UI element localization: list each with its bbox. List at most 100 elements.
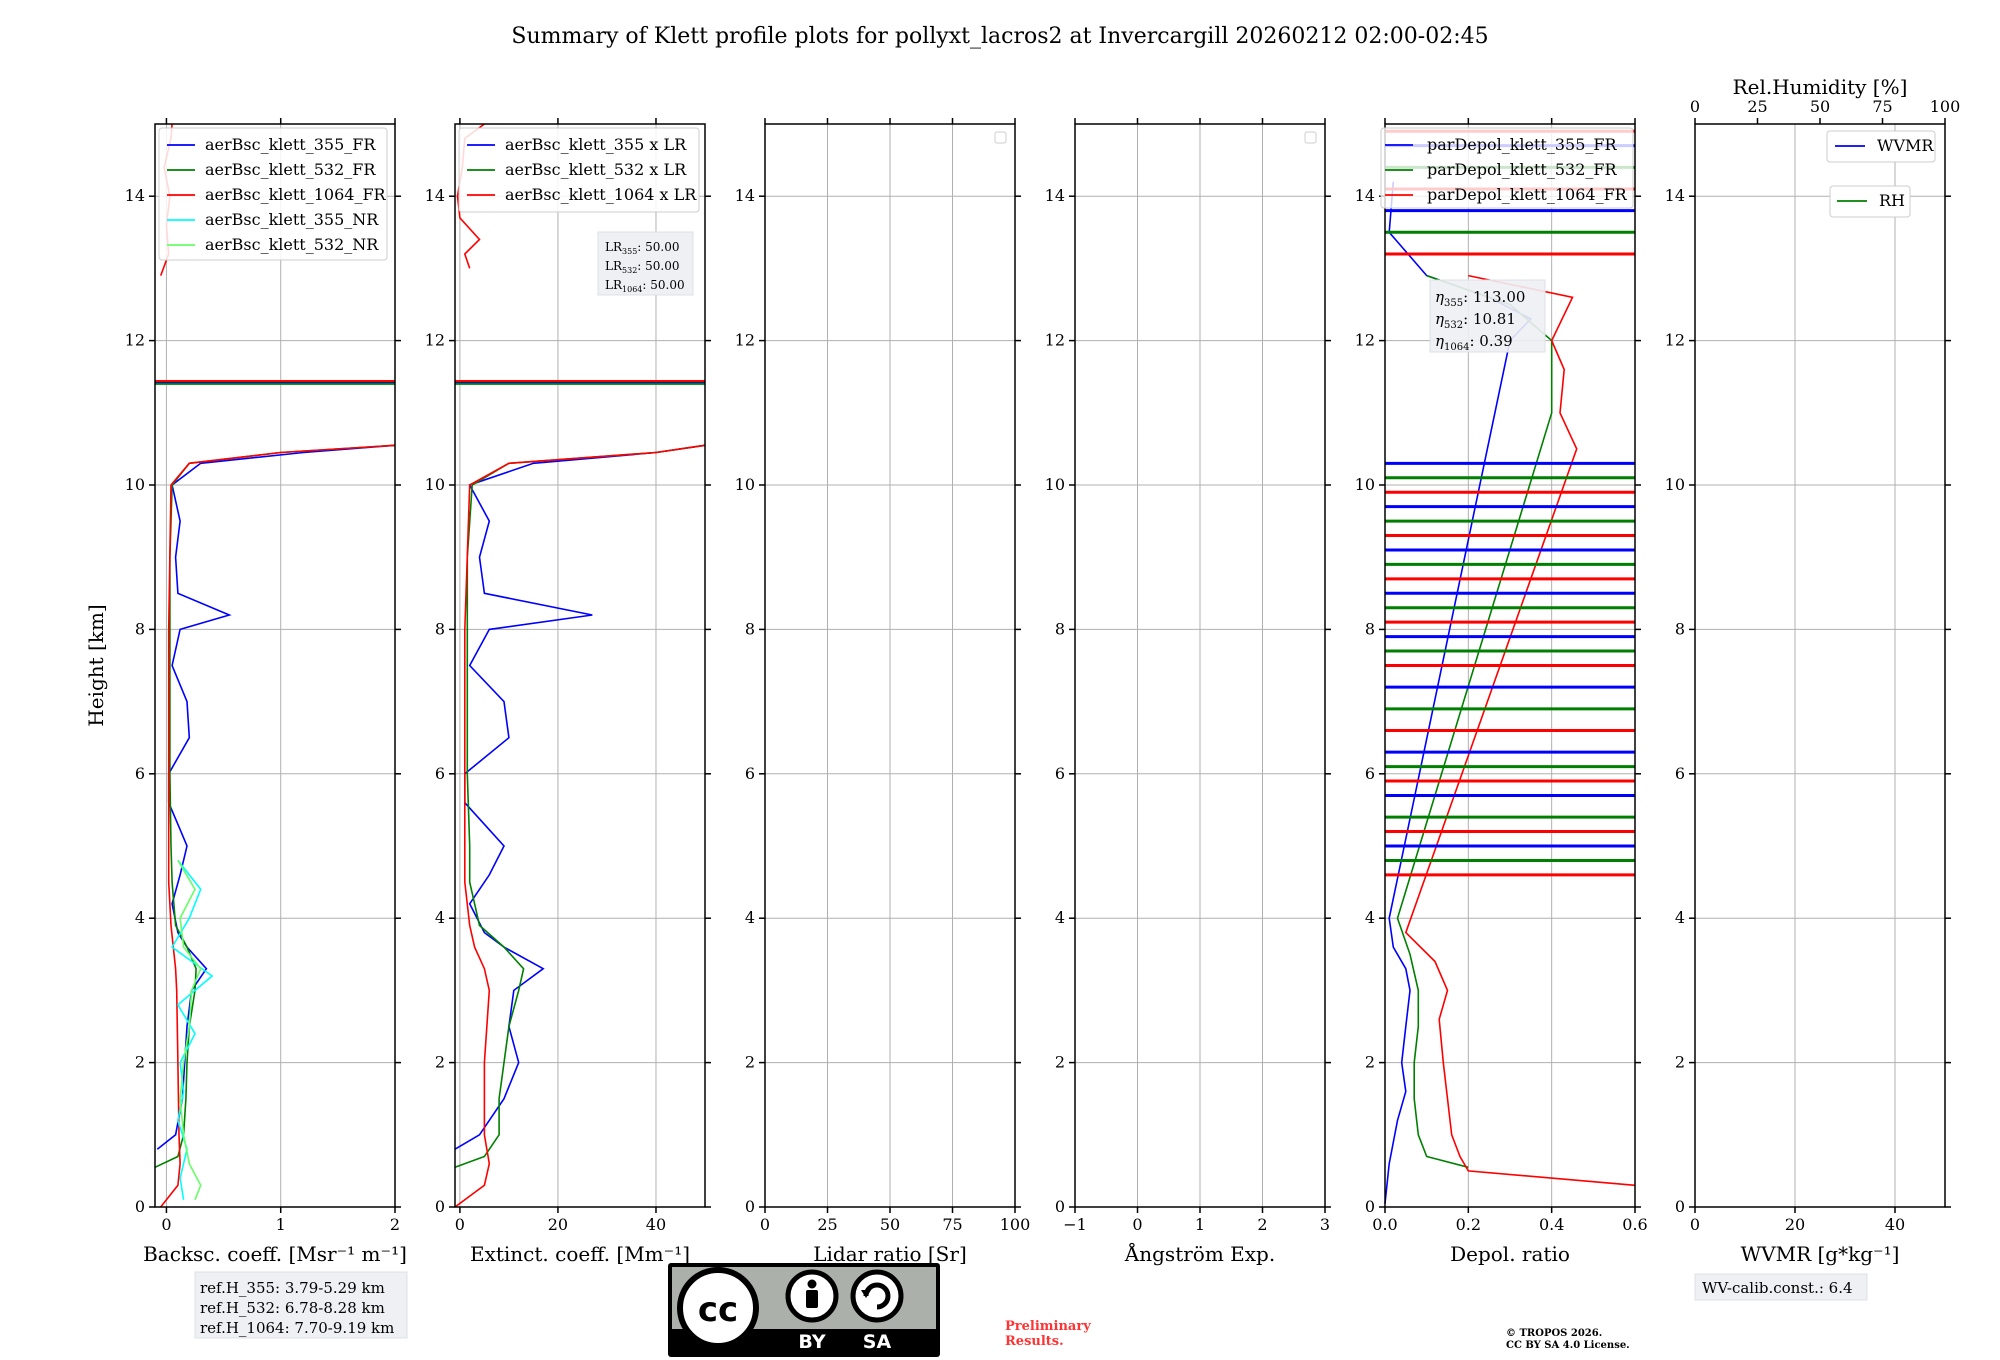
- ytick-label: 12: [125, 331, 145, 350]
- legend-label: aerBsc_klett_1064_FR: [205, 185, 387, 204]
- legend: WVMR RH: [1826, 130, 1936, 218]
- xtick-label: 3: [1320, 1215, 1330, 1234]
- series-line: [454, 444, 706, 1208]
- xtick-label: 20: [548, 1215, 568, 1234]
- legend-label: aerBsc_klett_355_NR: [205, 210, 379, 229]
- series-line: [177, 859, 202, 1201]
- depol-noise-stripes: [1385, 129, 1635, 877]
- legend-label: parDepol_klett_532_FR: [1427, 160, 1618, 179]
- top-xtick-label: 100: [1930, 97, 1961, 116]
- ytick-label: 14: [1045, 186, 1065, 205]
- legend: aerBsc_klett_355 x LR aerBsc_klett_532 x …: [458, 127, 700, 296]
- xtick-label: 25: [817, 1215, 837, 1234]
- lr-box: [597, 231, 694, 296]
- wv-calib-box: WV-calib.const.: 6.4: [1694, 1273, 1868, 1301]
- axes-frame: [1384, 123, 1636, 1208]
- legend-label: parDepol_klett_355_FR: [1427, 135, 1618, 154]
- ytick-label: 8: [135, 619, 145, 638]
- empty-legend: [994, 131, 1007, 144]
- ytick-label: 14: [735, 186, 755, 205]
- empty-legend: [1304, 131, 1317, 144]
- ytick-label: 10: [425, 475, 445, 494]
- eta-text: η355: 113.00: [1435, 288, 1525, 309]
- xtick-label: 0: [1690, 1215, 1700, 1234]
- preliminary-line1: Preliminary: [1005, 1319, 1091, 1334]
- lr-text: LR1064: 50.00: [605, 278, 685, 294]
- ytick-label: 2: [1675, 1053, 1685, 1072]
- top-xtick-label: 25: [1747, 97, 1767, 116]
- ytick-label: 8: [435, 619, 445, 638]
- legend: aerBsc_klett_355_FR aerBsc_klett_532_FRae…: [158, 127, 388, 261]
- sa-share-icon: [850, 1269, 904, 1323]
- series-line: [1404, 274, 1636, 1187]
- ytick-label: 8: [745, 619, 755, 638]
- ytick-label: 14: [1355, 186, 1375, 205]
- axes-frame: [454, 123, 706, 1208]
- ytick-label: 4: [435, 908, 445, 927]
- cc-logo-icon: [677, 1267, 759, 1349]
- xtick-label: 0.6: [1622, 1215, 1647, 1234]
- axes-depol: 0.0 0.2 0.4 0.6 0 2 4 6 8 10 12 14 Depol. ratio parDe…: [1355, 118, 1648, 1266]
- by-label: BY: [798, 1331, 825, 1353]
- cc-logo-text: cc: [698, 1290, 738, 1330]
- ytick-label: 2: [1365, 1053, 1375, 1072]
- lr-text: LR355: 50.00: [605, 240, 680, 256]
- xtick-label: 100: [1000, 1215, 1031, 1234]
- ytick-label: 4: [1675, 908, 1685, 927]
- ytick-label: 2: [435, 1053, 445, 1072]
- wv-calib-text: WV-calib.const.: 6.4: [1702, 1279, 1853, 1297]
- legend-label: aerBsc_klett_355_FR: [205, 135, 376, 154]
- legend-label: aerBsc_klett_532_NR: [205, 235, 379, 254]
- ytick-label: 0: [745, 1197, 755, 1216]
- ytick-label: 10: [1045, 475, 1065, 494]
- xtick-label: 40: [646, 1215, 666, 1234]
- xtick-label: 0.2: [1456, 1215, 1481, 1234]
- series-line: [156, 444, 396, 1150]
- ytick-label: 12: [1045, 331, 1065, 350]
- ref-height-box: ref.H_355: 3.79-5.29 km ref.H_532: 6.78-…: [194, 1271, 408, 1339]
- copyright-line1: © TROPOS 2026.: [1506, 1328, 1602, 1339]
- axes-ext: 0 20 40 0 2 4 6 8 10 12 14 Extinct. coeff. [Mm⁻¹] ae…: [425, 118, 711, 1266]
- xtick-label: 2: [1257, 1215, 1267, 1234]
- xtick-label: 2: [390, 1215, 400, 1234]
- xtick-label: 1: [1195, 1215, 1205, 1234]
- xtick-label: 0.0: [1372, 1215, 1397, 1234]
- axes-frame: [764, 123, 1016, 1208]
- ylabel: Height [km]: [84, 604, 108, 726]
- axes-frame: [154, 123, 396, 1208]
- ytick-label: 12: [425, 331, 445, 350]
- ytick-label: 12: [1665, 331, 1685, 350]
- top-xtick-label: 75: [1872, 97, 1892, 116]
- xtick-label: 0: [161, 1215, 171, 1234]
- legend-box: [1380, 127, 1634, 209]
- xtick-label: 0: [1132, 1215, 1142, 1234]
- ytick-label: 6: [745, 764, 755, 783]
- legend-label: WVMR: [1877, 136, 1934, 155]
- ytick-label: 6: [1675, 764, 1685, 783]
- top-xtick-label: 50: [1810, 97, 1830, 116]
- xlabel: Backsc. coeff. [Msr⁻¹ m⁻¹]: [143, 1242, 407, 1266]
- xtick-label: 0.4: [1539, 1215, 1564, 1234]
- ytick-label: 2: [1055, 1053, 1065, 1072]
- legend-box: [1829, 185, 1911, 218]
- ytick-label: 10: [1665, 475, 1685, 494]
- series-line: [454, 444, 706, 1150]
- ytick-label: 10: [125, 475, 145, 494]
- ytick-label: 0: [435, 1197, 445, 1216]
- axes-lr: 0 25 50 75 100 0 2 4 6 8 10 12 14 Lidar ratio [Sr]: [735, 118, 1031, 1266]
- xtick-label: 40: [1885, 1215, 1905, 1234]
- sa-label: SA: [863, 1331, 892, 1353]
- ytick-label: 0: [1365, 1197, 1375, 1216]
- ytick-label: 4: [1055, 908, 1065, 927]
- ytick-label: 8: [1365, 619, 1375, 638]
- ytick-label: 6: [135, 764, 145, 783]
- xtick-label: −1: [1063, 1215, 1087, 1234]
- ytick-label: 14: [425, 186, 445, 205]
- ytick-label: 10: [1355, 475, 1375, 494]
- legend-label: RH: [1879, 191, 1905, 210]
- legend-label: aerBsc_klett_532_FR: [205, 160, 376, 179]
- copyright-line2: CC BY SA 4.0 License.: [1506, 1340, 1630, 1351]
